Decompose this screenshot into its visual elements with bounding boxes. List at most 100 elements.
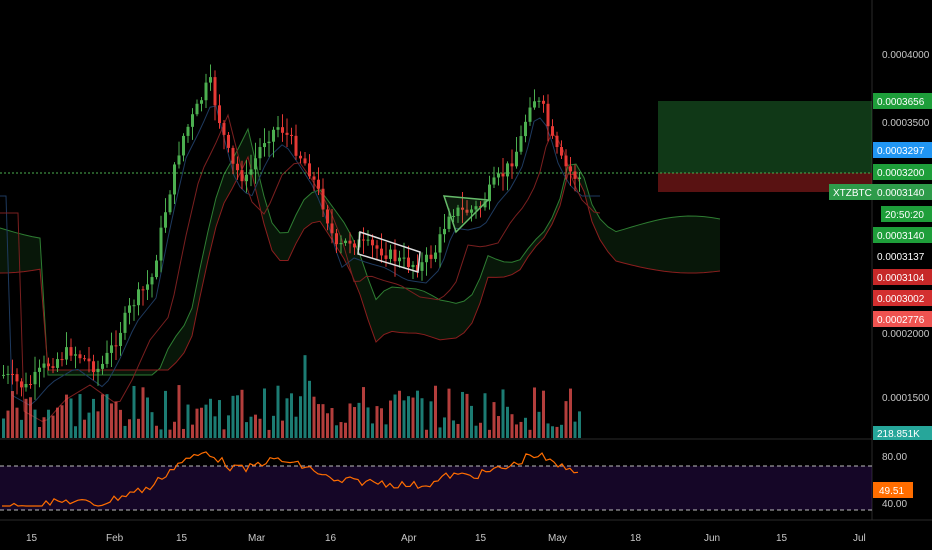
tag-stop-bg xyxy=(873,269,932,285)
y-tick-label: 0.0003500 xyxy=(882,118,930,129)
volume-bar xyxy=(474,425,478,438)
candle-body xyxy=(375,245,379,249)
candle-body xyxy=(537,100,541,102)
candle-body xyxy=(101,363,104,369)
volume-bar xyxy=(330,408,334,438)
candle-body xyxy=(425,254,428,263)
volume-bar xyxy=(204,404,208,438)
volume-bar xyxy=(348,403,352,438)
candle-body xyxy=(195,103,199,115)
conversion-line xyxy=(0,105,600,407)
volume-bar xyxy=(398,390,401,438)
tag-black-bg xyxy=(873,248,932,264)
rsi-pane xyxy=(0,451,872,511)
y-tick-label: 0.0002000 xyxy=(882,329,930,340)
candle-body xyxy=(218,105,221,124)
volume-bar xyxy=(33,409,37,438)
candle-body xyxy=(456,207,460,217)
y-tick-label: 0.0001500 xyxy=(882,393,930,404)
candle-body xyxy=(24,384,28,388)
volume-bar xyxy=(339,422,343,438)
volume-bar xyxy=(159,429,163,438)
volume-bar xyxy=(425,429,428,438)
candle-body xyxy=(380,248,383,256)
volume-bar xyxy=(299,396,302,438)
volume-bar xyxy=(51,415,55,438)
volume-bar xyxy=(357,402,361,438)
candle-body xyxy=(497,173,500,178)
volume-bar xyxy=(470,405,473,438)
candle-body xyxy=(573,171,577,179)
volume-bar xyxy=(119,409,122,438)
volume-bar xyxy=(515,424,518,438)
candle-body xyxy=(506,163,509,177)
candle-body xyxy=(411,264,415,268)
candle-body xyxy=(447,216,451,229)
candle-body xyxy=(65,347,68,360)
tag-level-bg xyxy=(873,227,932,243)
volume-bar xyxy=(24,398,28,438)
volume-bar xyxy=(308,380,311,438)
candle-body xyxy=(438,234,442,253)
volume-bar xyxy=(447,388,451,438)
candle-body xyxy=(128,305,131,313)
candle-body xyxy=(371,239,374,246)
candle-body xyxy=(533,101,536,108)
candle-body xyxy=(528,107,532,122)
candle-body xyxy=(326,209,329,224)
volume-bar xyxy=(393,394,397,438)
candle-body xyxy=(254,158,257,170)
candle-body xyxy=(20,381,23,388)
candle-body xyxy=(546,103,550,127)
volume-bar xyxy=(47,409,50,438)
candle-body xyxy=(312,176,316,180)
price-axis[interactable]: 0.0004000 0.0003500 0.0002000 0.0001500 … xyxy=(882,50,930,510)
volume-bar xyxy=(483,393,487,438)
candle-body xyxy=(564,155,568,167)
candle-body xyxy=(402,257,406,259)
candle-body xyxy=(542,100,545,104)
candle-body xyxy=(29,384,32,386)
candle-body xyxy=(209,77,212,83)
candle-body xyxy=(407,257,410,268)
volume-bar xyxy=(240,389,244,438)
volume-bar xyxy=(123,425,127,438)
volume-bar xyxy=(510,414,514,438)
tag-black: 0.0003137 xyxy=(877,252,925,263)
time-axis[interactable]: 15 Feb 15 Mar 16 Apr 15 May 18 Jun 15 Ju… xyxy=(26,533,866,544)
tag-volume: 218.851K xyxy=(877,429,920,440)
volume-bar xyxy=(168,429,172,438)
candle-body xyxy=(245,174,248,182)
candle-body xyxy=(87,358,91,362)
volume-bar xyxy=(533,387,536,438)
volume-bar xyxy=(177,385,181,438)
volume-bar xyxy=(528,429,532,438)
volume-bar xyxy=(92,398,95,438)
volume-bar xyxy=(213,416,217,438)
tag-red2-bg xyxy=(873,290,932,306)
x-tick-label: 15 xyxy=(776,533,788,544)
candle-body xyxy=(344,240,347,244)
candle-body xyxy=(182,135,185,156)
volume-bar xyxy=(420,398,424,438)
candle-body xyxy=(227,134,230,148)
candle-body xyxy=(339,243,343,245)
candle-body xyxy=(74,354,77,356)
tag-volume-bg xyxy=(873,426,932,440)
volume-bar xyxy=(164,390,167,438)
tag-target: 0.0003656 xyxy=(877,97,925,108)
rsi-band-fill xyxy=(0,466,872,510)
x-tick-label: 15 xyxy=(475,533,487,544)
volume-bar xyxy=(290,393,293,438)
volume-bar xyxy=(371,423,374,438)
candle-body xyxy=(231,147,235,164)
candle-body xyxy=(285,132,289,135)
candle-body xyxy=(267,141,271,144)
volume-bar xyxy=(150,412,154,438)
candle-body xyxy=(60,359,64,361)
falling-channel xyxy=(357,230,421,273)
candle-body xyxy=(222,123,226,135)
tag-symbol: XTZBTC xyxy=(833,188,872,199)
volume-bar xyxy=(195,408,199,438)
